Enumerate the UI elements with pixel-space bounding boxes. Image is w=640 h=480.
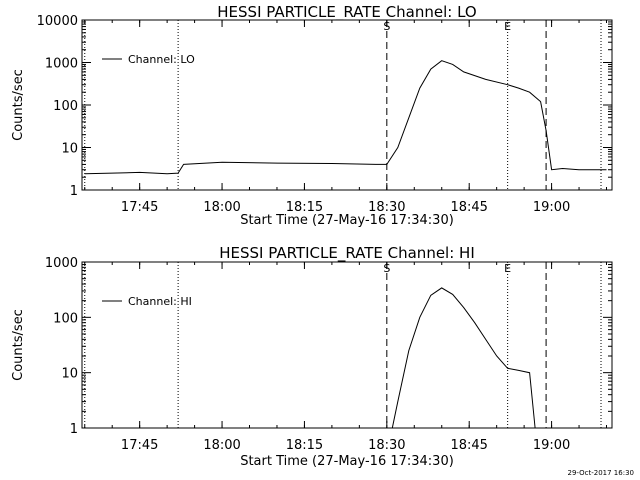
y-tick-label: 10 (61, 367, 78, 382)
event-marker-label: S (383, 20, 390, 33)
y-tick-label: 10000 (37, 14, 78, 29)
y-tick-label: 10 (61, 142, 78, 157)
x-tick-label: 18:45 (450, 438, 487, 453)
y-tick-label: 1 (70, 184, 78, 199)
x-tick-label: 17:45 (121, 200, 158, 215)
event-marker-label: E (504, 20, 511, 33)
x-tick-label: 19:00 (533, 438, 570, 453)
x-axis-label: Start Time (27-May-16 17:34:30) (240, 454, 454, 469)
y-tick-label: 100 (53, 99, 78, 114)
plot-frame (81, 261, 613, 429)
event-marker-label: E (504, 262, 511, 275)
chart-panel-0: HESSI PARTICLE_RATE Channel: LO 17:45 18:0… (11, 3, 613, 228)
series-line (391, 287, 536, 429)
y-tick-label: 1000 (45, 256, 78, 271)
chart-panel-1: HESSI PARTICLE_RATE Channel: HI 17:45 18:0… (11, 244, 613, 469)
x-tick-label: 19:00 (533, 200, 570, 215)
x-tick-label: 17:45 (121, 438, 158, 453)
x-tick-label: 18:15 (286, 200, 323, 215)
x-tick-label: 18:00 (203, 200, 240, 215)
y-axis-label: Counts/sec (11, 309, 26, 381)
chart-title: HESSI PARTICLE_RATE Channel: LO (217, 3, 476, 22)
x-axis-label: Start Time (27-May-16 17:34:30) (240, 213, 454, 228)
legend-label: Channel: LO (128, 53, 195, 66)
y-tick-label: 1 (70, 422, 78, 437)
y-tick-label: 100 (53, 311, 78, 326)
x-tick-label: 18:30 (368, 438, 405, 453)
y-tick-label: 1000 (45, 57, 78, 72)
footer-timestamp: 29-Oct-2017 16:30 (567, 469, 634, 477)
series-line (84, 60, 607, 175)
x-tick-label: 18:00 (203, 438, 240, 453)
chart-title: HESSI PARTICLE_RATE Channel: HI (219, 244, 475, 263)
plot-frame (81, 19, 613, 191)
legend-label: Channel: HI (128, 295, 192, 308)
event-marker-label: S (383, 262, 390, 275)
x-tick-label: 18:30 (368, 200, 405, 215)
x-tick-label: 18:45 (450, 200, 487, 215)
x-tick-label: 18:15 (286, 438, 323, 453)
y-axis-label: Counts/sec (11, 69, 26, 141)
